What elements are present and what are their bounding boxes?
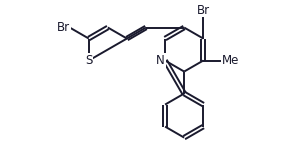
Text: Br: Br <box>57 21 70 34</box>
Text: S: S <box>85 54 93 67</box>
Text: Me: Me <box>222 54 240 67</box>
Text: N: N <box>156 54 165 67</box>
Text: Br: Br <box>197 3 210 16</box>
